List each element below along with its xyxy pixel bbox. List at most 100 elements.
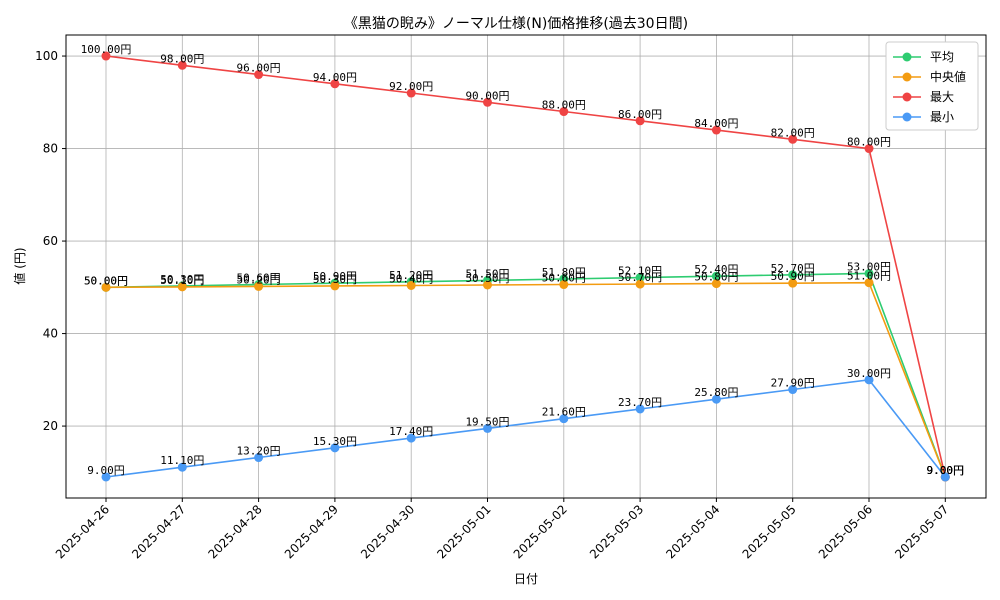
data-point <box>483 97 492 107</box>
data-point <box>635 273 645 283</box>
data-point <box>177 282 187 292</box>
data-label: 25.80円 <box>694 386 738 399</box>
data-label: 51.80円 <box>542 266 586 279</box>
data-point <box>330 443 340 453</box>
x-axis: 2025-04-26 2025-04-27 2025-04-28 2025-04-29… <box>53 498 951 561</box>
x-tick-label: 2025-04-29 <box>282 502 341 561</box>
data-label: 50.60円 <box>237 272 281 285</box>
data-label: 23.70円 <box>618 396 662 409</box>
data-label: 50.50円 <box>465 272 509 285</box>
data-point <box>864 268 874 278</box>
legend-label: 最小 <box>930 110 954 124</box>
chart-title: 《黒猫の睨み》ノーマル仕様(N)価格推移(過去30日間) <box>344 16 688 32</box>
data-label: 53.00円 <box>847 260 891 273</box>
data-point <box>101 51 111 61</box>
data-point <box>177 462 187 472</box>
data-label: 51.50円 <box>465 267 509 280</box>
x-tick-label: 2025-04-26 <box>53 502 112 561</box>
data-point <box>177 60 187 70</box>
data-point <box>483 423 492 433</box>
data-label: 9.00円 <box>927 464 965 477</box>
legend-label: 中央値 <box>930 69 966 84</box>
data-point <box>406 88 416 98</box>
data-label: 86.00円 <box>618 108 662 121</box>
data-label: 80.00円 <box>847 136 891 149</box>
data-label: 9.00円 <box>927 464 965 477</box>
data-label: 50.30円 <box>160 273 204 286</box>
series-line <box>105 378 946 478</box>
data-label: 88.00円 <box>542 99 586 112</box>
data-point <box>330 281 340 291</box>
data-point <box>711 271 721 281</box>
data-label: 98.00円 <box>160 52 204 65</box>
data-point <box>330 79 340 89</box>
x-tick-label: 2025-05-05 <box>740 502 799 561</box>
y-axis: 20 40 60 80 100 <box>35 49 66 433</box>
series-line <box>105 55 947 478</box>
data-label: 92.00円 <box>389 80 433 93</box>
data-point <box>635 279 645 289</box>
data-label: 90.00円 <box>465 89 509 102</box>
data-label: 52.10円 <box>618 265 662 278</box>
data-label: 50.90円 <box>313 270 357 283</box>
legend-label: 平均 <box>930 50 954 64</box>
data-point <box>788 278 798 288</box>
series-line <box>105 272 947 478</box>
data-label: 9.00円 <box>927 464 965 477</box>
x-tick-label: 2025-04-27 <box>129 502 188 561</box>
series-group <box>101 51 950 482</box>
data-label: 50.90円 <box>771 270 815 283</box>
data-point <box>788 270 798 280</box>
y-axis-label: 値 (円) <box>12 247 27 284</box>
x-tick-label: 2025-04-30 <box>358 502 417 561</box>
data-label: 52.40円 <box>694 263 738 276</box>
series-line <box>105 281 947 478</box>
data-label: 50.10円 <box>160 274 204 287</box>
data-point <box>254 281 264 291</box>
data-label: 9.00円 <box>87 464 125 477</box>
plot-frame <box>65 34 987 499</box>
x-tick-label: 2025-05-01 <box>434 502 493 561</box>
y-tick-label: 60 <box>43 234 58 248</box>
data-point <box>559 280 569 290</box>
data-point <box>711 394 721 404</box>
y-tick-label: 40 <box>43 327 58 341</box>
data-point <box>940 472 950 482</box>
data-point <box>559 414 569 424</box>
x-tick-label: 2025-05-02 <box>511 502 570 561</box>
legend-box <box>885 41 979 131</box>
data-point <box>711 279 721 289</box>
data-point <box>406 433 416 443</box>
data-point <box>406 280 416 290</box>
data-label: 50.70円 <box>618 271 662 284</box>
x-tick-label: 2025-05-03 <box>587 502 646 561</box>
data-label: 17.40円 <box>389 425 433 438</box>
data-label: 27.90円 <box>771 377 815 390</box>
data-label: 84.00円 <box>694 117 738 130</box>
data-label: 51.20円 <box>389 269 433 282</box>
data-label: 52.70円 <box>771 262 815 275</box>
data-point <box>101 282 111 292</box>
y-tick-label: 80 <box>43 142 58 156</box>
data-point <box>788 385 798 395</box>
data-point <box>635 116 645 126</box>
data-label: 94.00円 <box>313 71 357 84</box>
data-point <box>101 472 111 482</box>
data-label: 19.50円 <box>465 415 509 428</box>
data-point <box>788 134 798 144</box>
data-label: 50.20円 <box>237 273 281 286</box>
data-point <box>254 70 264 80</box>
legend-swatch-marker <box>902 52 912 62</box>
data-point <box>711 125 721 135</box>
data-label: 50.00円 <box>84 274 128 287</box>
x-axis-label: 日付 <box>514 572 538 586</box>
x-tick-label: 2025-05-04 <box>663 502 722 561</box>
data-point <box>559 107 569 117</box>
data-label: 15.30円 <box>313 435 357 448</box>
y-tick-label: 100 <box>35 49 58 63</box>
data-label: 50.00円 <box>84 274 128 287</box>
data-point <box>864 375 874 385</box>
